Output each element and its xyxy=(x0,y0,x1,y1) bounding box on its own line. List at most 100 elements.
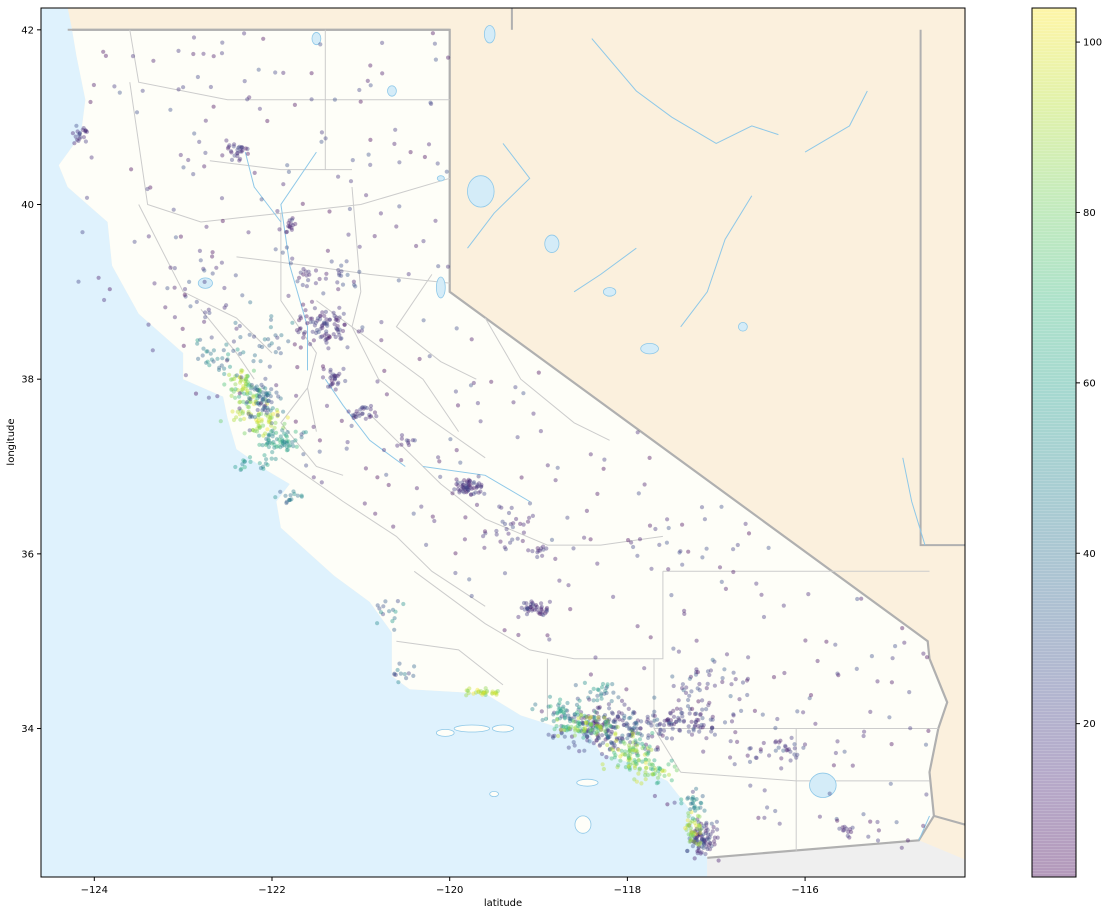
data-point xyxy=(565,708,570,713)
data-point xyxy=(588,537,593,542)
data-point xyxy=(412,438,417,443)
data-point xyxy=(475,482,480,487)
data-point xyxy=(500,519,505,524)
data-point xyxy=(677,728,683,733)
data-point xyxy=(284,438,289,443)
data-point xyxy=(404,676,409,681)
data-point xyxy=(609,710,615,715)
island xyxy=(574,815,592,834)
data-point xyxy=(301,267,306,272)
data-point xyxy=(637,737,643,742)
data-point xyxy=(266,407,271,412)
data-point xyxy=(337,315,342,320)
data-point xyxy=(593,655,598,660)
data-point xyxy=(615,714,621,719)
data-point xyxy=(587,697,592,702)
data-point xyxy=(414,486,419,491)
data-point xyxy=(392,141,397,146)
data-point xyxy=(582,680,588,686)
data-point xyxy=(686,822,692,828)
data-point xyxy=(557,701,562,706)
data-point xyxy=(627,757,632,763)
data-point xyxy=(81,135,86,140)
data-point xyxy=(333,317,338,322)
data-point xyxy=(652,765,657,771)
data-point xyxy=(284,245,289,250)
data-point xyxy=(508,522,513,527)
data-point xyxy=(608,731,614,737)
data-point xyxy=(502,545,507,550)
data-point xyxy=(643,777,648,782)
data-point xyxy=(609,741,614,746)
data-point xyxy=(586,719,591,725)
data-point xyxy=(204,349,209,354)
data-point xyxy=(195,338,200,343)
data-point xyxy=(465,487,470,492)
data-point xyxy=(345,272,350,277)
data-point xyxy=(396,278,401,283)
data-point xyxy=(606,735,611,740)
data-point xyxy=(525,606,530,611)
data-point xyxy=(188,304,193,309)
data-point xyxy=(481,534,486,539)
colorbar-tick-label: 80 xyxy=(1083,208,1096,219)
data-point xyxy=(484,689,490,694)
data-point xyxy=(276,346,281,351)
data-point xyxy=(259,419,264,424)
data-point xyxy=(553,556,558,562)
data-point xyxy=(835,671,840,676)
data-point xyxy=(255,393,260,398)
data-point xyxy=(680,682,686,687)
data-point xyxy=(685,704,691,709)
data-point xyxy=(482,689,487,694)
data-point xyxy=(464,693,469,698)
data-point xyxy=(322,321,327,326)
data-point xyxy=(643,760,648,765)
data-point xyxy=(619,698,625,704)
data-point xyxy=(646,750,651,756)
x-tick-label: −124 xyxy=(81,885,108,896)
data-point xyxy=(257,425,262,430)
data-point xyxy=(265,405,270,411)
data-point xyxy=(602,721,607,726)
data-point xyxy=(731,569,736,575)
data-point xyxy=(297,318,302,323)
data-point xyxy=(595,734,600,739)
data-point xyxy=(599,725,605,730)
data-point xyxy=(590,715,596,720)
data-point xyxy=(652,709,657,714)
data-point xyxy=(284,441,289,446)
data-point xyxy=(424,542,429,548)
data-point xyxy=(728,755,733,760)
data-point xyxy=(323,276,328,281)
data-point xyxy=(612,755,617,760)
data-point xyxy=(595,723,600,728)
data-point xyxy=(240,145,245,150)
data-point xyxy=(217,365,222,370)
data-point xyxy=(285,415,290,420)
data-point xyxy=(265,440,270,445)
data-point xyxy=(833,750,839,756)
data-point xyxy=(464,688,469,693)
data-point xyxy=(379,320,384,325)
data-point xyxy=(539,612,544,617)
data-point xyxy=(363,416,368,421)
data-point xyxy=(650,767,655,772)
data-point xyxy=(280,443,285,448)
data-point xyxy=(285,430,290,435)
data-point xyxy=(688,838,694,843)
data-point xyxy=(577,705,582,710)
data-point xyxy=(436,264,441,269)
data-point xyxy=(173,235,178,240)
data-point xyxy=(691,839,696,844)
data-point xyxy=(666,717,671,722)
data-point xyxy=(698,851,703,856)
data-point xyxy=(806,592,811,597)
data-point xyxy=(835,739,840,744)
data-point xyxy=(239,466,244,471)
data-point xyxy=(699,838,704,843)
data-point xyxy=(350,158,355,163)
data-point xyxy=(250,427,255,433)
data-point xyxy=(521,530,527,535)
data-point xyxy=(237,400,242,405)
